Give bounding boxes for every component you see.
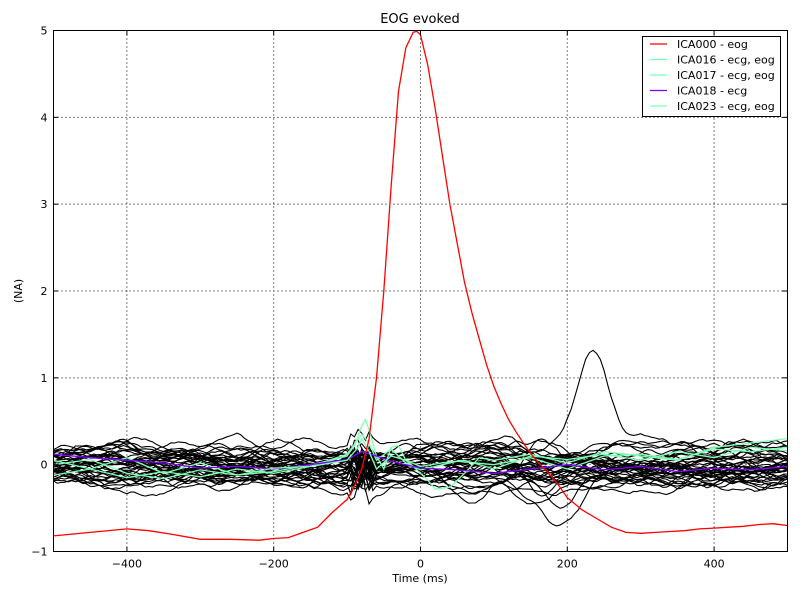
series-line-ica017	[53, 433, 788, 479]
series-line-ica023	[53, 437, 788, 480]
background-component-trace	[53, 461, 788, 490]
background-component-trace	[53, 456, 788, 484]
x-tick-label: −200	[259, 558, 289, 571]
series-line-ica016	[53, 417, 788, 490]
legend-label: ICA023 - ecg, eog	[677, 100, 775, 113]
axis-ticks: −400 −200 0 200 400 −1 0 1 2 3 4 5	[31, 25, 788, 571]
x-tick-label: 200	[557, 558, 578, 571]
legend-label: ICA000 - eog	[677, 38, 748, 51]
legend-frame	[642, 36, 781, 117]
y-tick-label: 1	[41, 372, 48, 385]
background-components	[53, 349, 788, 527]
grid-lines	[53, 30, 788, 552]
x-tick-label: 400	[704, 558, 725, 571]
labeled-series	[53, 30, 788, 541]
background-component-trace	[53, 457, 788, 497]
x-axis-label: Time (ms)	[391, 572, 447, 585]
legend-label: ICA017 - ecg, eog	[677, 69, 775, 82]
background-component-trace	[53, 442, 788, 474]
legend-label: ICA016 - ecg, eog	[677, 54, 775, 67]
background-component-trace	[53, 463, 788, 492]
x-tick-label: −400	[112, 558, 142, 571]
legend: ICA000 - eog ICA016 - ecg, eog ICA017 - ec…	[642, 36, 781, 117]
y-axis-label: (NA)	[12, 279, 25, 303]
series-line-ica000	[53, 30, 788, 541]
background-component-trace	[53, 441, 788, 485]
y-tick-label: 5	[41, 25, 48, 38]
y-tick-label: 2	[41, 285, 48, 298]
y-tick-label: 4	[41, 111, 48, 124]
y-tick-label: −1	[31, 546, 47, 559]
y-tick-label: 3	[41, 198, 48, 211]
chart-title: EOG evoked	[380, 12, 460, 27]
x-tick-label: 0	[417, 558, 424, 571]
legend-label: ICA018 - ecg	[677, 85, 747, 98]
background-component-trace	[53, 428, 788, 464]
series-line-ica018	[53, 450, 788, 475]
y-tick-label: 0	[41, 459, 48, 472]
